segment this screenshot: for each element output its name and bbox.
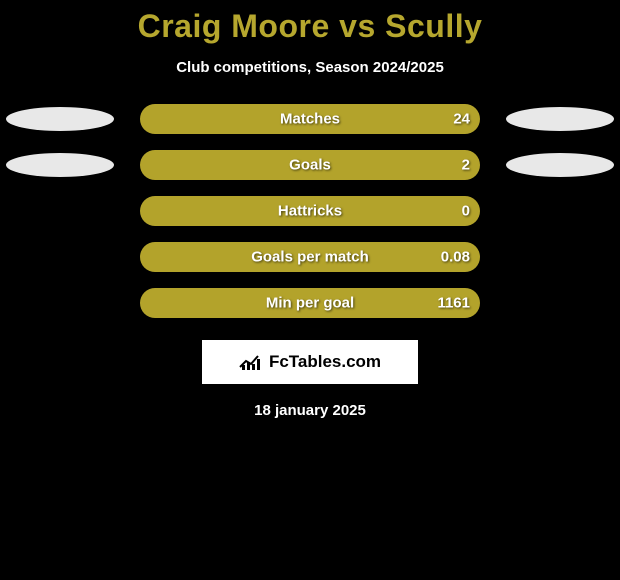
brand-logo: FcTables.com [202,340,418,384]
stat-value: 2 [462,157,470,174]
stat-value: 0 [462,203,470,220]
chart-icon [239,353,263,371]
bar-wrap: Goals 2 [140,150,480,180]
stat-row: Matches 24 [0,104,620,134]
brand-text: FcTables.com [269,352,381,372]
stat-label: Hattricks [278,203,342,220]
stat-label: Goals per match [251,249,369,266]
bar-wrap: Min per goal 1161 [140,288,480,318]
page-title: Craig Moore vs Scully [0,0,620,45]
stat-row: Min per goal 1161 [0,288,620,318]
ellipse-right [506,153,614,177]
stat-row: Hattricks 0 [0,196,620,226]
ellipse-left [6,153,114,177]
stat-value: 24 [453,111,470,128]
stat-value: 0.08 [441,249,470,266]
stat-label: Min per goal [266,295,354,312]
stat-label: Goals [289,157,331,174]
bar-wrap: Matches 24 [140,104,480,134]
bar-wrap: Goals per match 0.08 [140,242,480,272]
stat-value: 1161 [437,295,470,312]
stat-label: Matches [280,111,340,128]
stat-row: Goals 2 [0,150,620,180]
ellipse-right [506,107,614,131]
stat-row: Goals per match 0.08 [0,242,620,272]
subtitle: Club competitions, Season 2024/2025 [0,59,620,76]
date-label: 18 january 2025 [0,402,620,419]
bar-wrap: Hattricks 0 [140,196,480,226]
ellipse-left [6,107,114,131]
stats-rows: Matches 24 Goals 2 Hattricks 0 Goals per match… [0,104,620,318]
